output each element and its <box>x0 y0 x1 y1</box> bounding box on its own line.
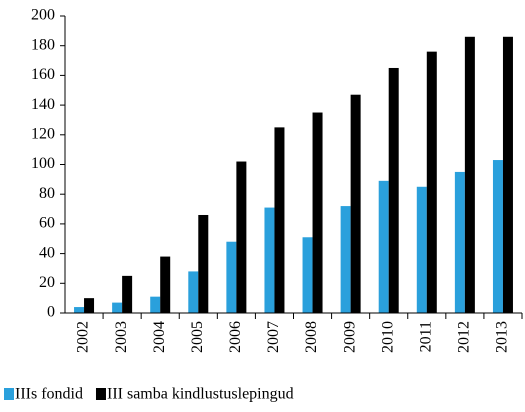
bar <box>74 307 85 313</box>
x-tick-label: 2009 <box>341 321 358 353</box>
bar <box>236 161 247 313</box>
x-tick-label: 2005 <box>189 321 206 353</box>
y-tick-label: 80 <box>39 185 55 202</box>
y-tick-label: 60 <box>39 215 55 232</box>
legend-label: III samba kindlustuslepingud <box>107 386 294 403</box>
bar <box>84 298 95 313</box>
legend-swatch <box>95 388 106 400</box>
bar <box>492 160 503 313</box>
bar <box>264 207 275 313</box>
y-tick-label: 140 <box>31 96 55 113</box>
y-tick-label: 200 <box>31 7 55 24</box>
bar <box>150 296 161 313</box>
bar <box>464 36 475 313</box>
y-tick-label: 180 <box>31 36 55 53</box>
bar <box>312 112 323 314</box>
y-tick-label: 160 <box>31 66 55 83</box>
bar <box>378 180 389 313</box>
bar <box>350 94 361 313</box>
x-tick-label: 2011 <box>417 321 434 352</box>
bar <box>426 51 437 313</box>
bar <box>226 241 237 313</box>
x-tick-label: 2013 <box>494 321 511 353</box>
legend-swatch <box>4 388 14 400</box>
x-tick-label: 2006 <box>227 321 244 353</box>
y-tick-label: 40 <box>39 244 55 261</box>
bar <box>160 256 171 313</box>
bar <box>112 302 123 313</box>
bar <box>416 186 427 313</box>
bar <box>502 36 513 313</box>
legend-label: IIIs fondid <box>15 386 83 403</box>
bar <box>274 127 285 313</box>
bar <box>122 275 133 313</box>
x-tick-label: 2004 <box>151 321 168 353</box>
bar <box>188 271 199 313</box>
bar <box>340 206 351 313</box>
bar <box>302 237 313 313</box>
x-tick-label: 2008 <box>303 321 320 353</box>
x-tick-label: 2012 <box>456 321 473 353</box>
bar <box>454 171 465 313</box>
x-tick-label: 2007 <box>265 321 282 353</box>
y-tick-label: 100 <box>31 155 55 172</box>
bar <box>388 67 399 313</box>
x-tick-label: 2002 <box>75 321 92 353</box>
bar <box>198 214 209 313</box>
x-tick-label: 2003 <box>113 321 130 353</box>
y-tick-label: 20 <box>39 274 55 291</box>
x-tick-label: 2010 <box>379 321 396 353</box>
y-tick-label: 120 <box>31 125 55 142</box>
y-tick-label: 0 <box>47 304 55 321</box>
